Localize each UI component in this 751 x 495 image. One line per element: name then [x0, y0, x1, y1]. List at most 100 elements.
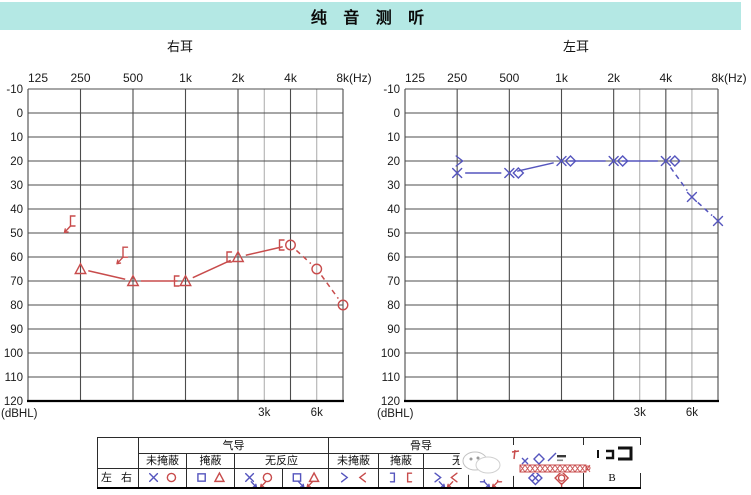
marker-diamond-icon [512, 167, 525, 179]
freq-axis-labels: 125 250 500 1k 2k 4k 8k(Hz) [28, 71, 372, 85]
svg-text:10: 10 [10, 132, 23, 144]
svg-text:2k: 2k [232, 71, 246, 85]
marker-diamondX-icon [527, 470, 543, 486]
marker-triangle-icon [213, 471, 226, 483]
legend-glyphs-bone-masked [389, 472, 413, 483]
legend-glyphs-air-masked [197, 471, 226, 483]
marker-triangle-icon [306, 471, 320, 487]
legend-symbols-bone-masked [378, 468, 424, 489]
svg-text:8k(Hz): 8k(Hz) [711, 71, 746, 85]
svg-text:120: 120 [381, 396, 400, 408]
svg-text:125: 125 [28, 71, 48, 85]
marker-circle-icon [259, 472, 273, 487]
series-bone-conduction-unmasked-chevron [455, 155, 464, 167]
marker-square-icon [292, 473, 305, 487]
marker-circle-icon [285, 239, 296, 251]
svg-text:120: 120 [4, 396, 23, 408]
legend-subheader-bone-unmasked: 未掩蔽 [328, 453, 379, 469]
svg-text:100: 100 [4, 348, 23, 360]
svg-text:60: 60 [387, 252, 400, 264]
marker-brkL-icon [226, 251, 233, 263]
svg-text:1k: 1k [179, 71, 193, 85]
marker-brkL-icon [173, 275, 180, 287]
page-title: 纯 音 测 听 [310, 10, 431, 27]
svg-text:110: 110 [382, 372, 400, 384]
legend-glyphs-air-no-response-2 [292, 471, 320, 487]
left-ear-label: 左耳 [562, 39, 589, 54]
svg-text:90: 90 [387, 324, 400, 336]
svg-text:250: 250 [447, 71, 467, 85]
svg-text:70: 70 [387, 276, 400, 288]
legend-glyphs-air-unmasked [149, 472, 177, 483]
grid [27, 88, 344, 403]
legend-subheader-air-no-response: 无反应 [234, 453, 329, 469]
svg-text:-10: -10 [383, 84, 400, 96]
svg-text:500: 500 [499, 71, 519, 85]
svg-text:110: 110 [5, 372, 23, 384]
svg-text:90: 90 [10, 324, 23, 336]
marker-chevR-icon [434, 472, 446, 487]
svg-text:70: 70 [10, 276, 23, 288]
marker-chevL-icon [446, 472, 458, 487]
marker-x-icon [660, 155, 672, 167]
legend-row-label: 左 右 [97, 468, 139, 489]
marker-x-icon [504, 167, 515, 179]
marker-circle-icon [337, 299, 349, 311]
marker-brkL-icon [278, 239, 285, 251]
svg-text:3k: 3k [258, 407, 270, 419]
legend-symbols-air-masked [186, 468, 235, 489]
svg-text:3k: 3k [634, 407, 646, 419]
marker-chevR-icon [455, 155, 464, 167]
svg-text:250: 250 [70, 71, 90, 85]
marker-x-icon [245, 472, 258, 487]
series-bone-conduction-masked-bracket [173, 239, 285, 287]
marker-triangle-icon [126, 274, 140, 287]
svg-text:20: 20 [10, 156, 23, 168]
marker-circle-icon [311, 263, 323, 275]
series-air-conduction-unmasked-x [451, 155, 724, 227]
db-unit-label: (dBHL) [1, 408, 38, 420]
svg-text:10: 10 [387, 132, 400, 144]
marker-brkL-icon [406, 472, 413, 483]
svg-text:100: 100 [381, 348, 400, 360]
series-air-conduction-masked-triangle [74, 250, 245, 287]
marker-brkL-icon [63, 215, 76, 234]
series-diamond-markers [512, 155, 681, 179]
threshold-line-left [465, 160, 713, 217]
marker-x-icon [149, 472, 159, 483]
marker-diamond-icon [668, 155, 681, 167]
legend-header-air-conduction: 气导 [138, 437, 329, 454]
svg-text:6k: 6k [686, 407, 698, 419]
legend-glyphs-air-no-response-1 [245, 472, 273, 487]
svg-text:50: 50 [10, 228, 23, 240]
freq-axis-labels: 125 250 500 1k 2k 4k 8k(Hz) [405, 71, 747, 85]
marker-x-icon [712, 215, 724, 227]
legend-glyphs-bone-no-response-1 [434, 472, 458, 487]
svg-text:20: 20 [387, 156, 400, 168]
svg-text:30: 30 [387, 180, 400, 192]
svg-text:80: 80 [10, 300, 23, 312]
svg-text:50: 50 [387, 228, 400, 240]
svg-text:30: 30 [10, 180, 23, 192]
marker-brkR-icon [389, 472, 396, 483]
legend-glyphs-bone-unmasked [340, 472, 367, 483]
svg-text:125: 125 [405, 71, 425, 85]
svg-text:4k: 4k [659, 71, 673, 85]
db-axis-labels: -10 0 10 20 30 40 50 60 70 80 90 100 110 120 [4, 84, 23, 408]
marker-x-icon [608, 155, 619, 167]
right-ear-label: 右耳 [166, 39, 193, 54]
audiogram-left-ear: 125 250 500 1k 2k 4k 8k(Hz) -10 0 10 20 30 40 50 60 70 8… [377, 71, 747, 420]
svg-text:40: 40 [387, 204, 400, 216]
watermark-doodles-icon [462, 446, 633, 474]
series-bone-conduction-masked-bracket-no-response [63, 215, 129, 265]
svg-text:0: 0 [17, 108, 23, 120]
svg-text:4k: 4k [284, 71, 298, 85]
threshold-line-right [88, 246, 339, 299]
legend-subheader-air-masked: 掩蔽 [186, 453, 235, 469]
db-unit-label: (dBHL) [377, 408, 414, 420]
legend-subheader-air-unmasked: 未掩蔽 [138, 453, 187, 469]
db-axis-labels: -10 0 10 20 30 40 50 60 70 80 90 100 110 120 [381, 84, 400, 408]
series-air-conduction-unmasked-circle [285, 239, 349, 311]
svg-text:6k: 6k [311, 407, 323, 419]
